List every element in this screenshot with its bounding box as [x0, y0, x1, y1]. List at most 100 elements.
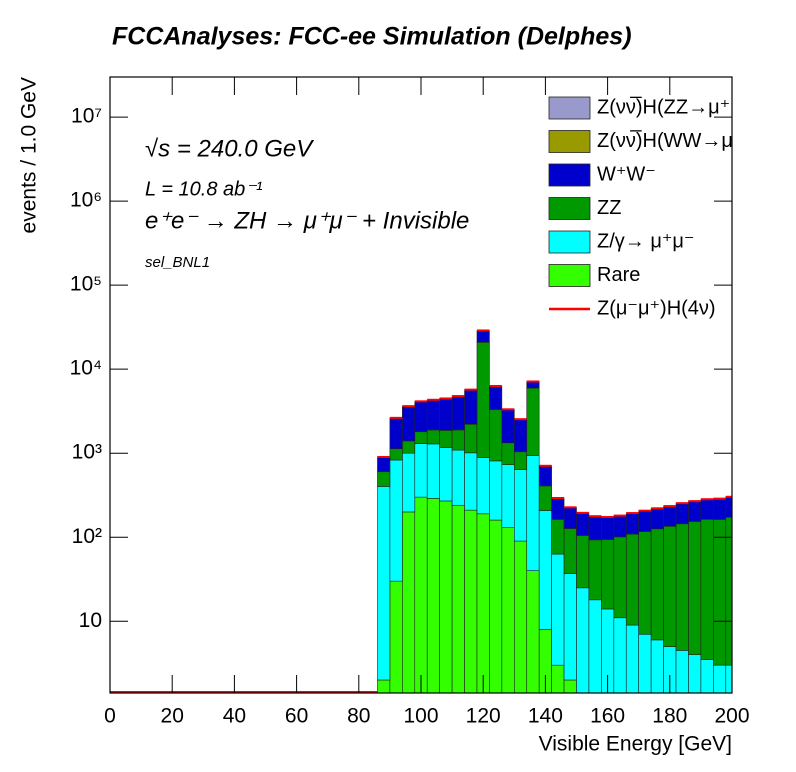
legend-label: Z(νν̅)H(WW→μ⁺νμ⁻ν̅) [597, 129, 792, 152]
legend-label: ZZ [597, 197, 621, 219]
histogram-bar [501, 442, 515, 465]
histogram-bar [625, 533, 640, 626]
histogram-bar [576, 535, 590, 589]
x-tick-label: 80 [347, 705, 370, 728]
histogram-bar [451, 504, 465, 693]
histogram-bar [476, 330, 490, 343]
histogram-bar [501, 527, 515, 693]
histogram-bar [563, 573, 577, 681]
y-tick-label: 10² [72, 525, 102, 548]
histogram-bar [402, 440, 416, 454]
histogram-bar [501, 464, 515, 528]
histogram-bar [526, 570, 540, 693]
histogram-bar [650, 528, 664, 641]
histogram-bar [439, 398, 453, 431]
legend-swatch [548, 264, 591, 287]
histogram-bar [426, 498, 440, 693]
histogram-bar [476, 513, 490, 693]
histogram-bar [613, 617, 627, 693]
histogram-bar [638, 510, 652, 532]
histogram-bar [451, 449, 465, 506]
histogram-bar [576, 512, 590, 536]
histogram-bar [675, 502, 689, 525]
legend-label: W⁺W⁻ [597, 163, 656, 185]
histogram-bar [439, 500, 453, 693]
histogram-bar [476, 341, 490, 458]
annotation: √s = 240.0 GeV [145, 135, 314, 162]
histogram-bar [613, 515, 627, 538]
legend: Z(νν̅)H(ZZ→μ⁺μ⁻νν̅) Z(νν̅)H(WW→μ⁺νμ⁻ν̅) W⁺… [548, 95, 792, 319]
histogram-bar [464, 509, 478, 693]
histogram-bar [526, 387, 540, 456]
histogram-bar [439, 430, 453, 448]
histogram-bar [389, 417, 403, 450]
histogram-bar [414, 443, 428, 498]
y-tick-label: 10⁴ [70, 357, 102, 380]
histogram-bar [675, 523, 689, 651]
histogram-bar [638, 531, 652, 635]
histogram-bar [625, 624, 640, 693]
histogram-bar [451, 429, 465, 451]
x-tick-label: 60 [285, 705, 308, 728]
histogram-bar [700, 518, 714, 660]
histogram-bar [538, 465, 552, 487]
x-tick-label: 0 [104, 705, 116, 728]
legend-label: Z/γ→ μ⁺μ⁻ [597, 230, 695, 252]
histogram-bar [588, 539, 602, 601]
y-tick-label: 10³ [72, 441, 102, 464]
y-axis-label: events / 1.0 GeV [18, 77, 41, 233]
histogram-bar [402, 452, 416, 513]
histogram-bar [563, 528, 577, 574]
histogram-bar [513, 418, 528, 453]
x-tick-label: 40 [223, 705, 246, 728]
histogram-bar [551, 497, 565, 520]
y-tick-label: 10 [79, 609, 102, 632]
histogram-bar [389, 459, 403, 582]
histogram-bar [377, 471, 391, 487]
histogram-bar [725, 516, 732, 666]
histogram-bar [489, 385, 503, 410]
histogram-bar [601, 539, 615, 610]
histogram-bar [513, 451, 528, 470]
histogram-bar [414, 401, 428, 433]
legend-label: Z(μ⁻μ⁺)H(4ν) [597, 297, 716, 319]
histogram-bar [476, 457, 490, 515]
histogram-bar [613, 536, 627, 619]
legend-label: Rare [597, 264, 640, 286]
histogram-bar [713, 498, 727, 520]
histogram-bar [426, 399, 440, 431]
x-tick-label: 20 [161, 705, 184, 728]
histogram-bar [414, 496, 428, 693]
histogram-bar [426, 429, 440, 445]
histogram-bar [663, 525, 677, 647]
histogram-bar [402, 511, 416, 693]
plot-area [110, 329, 732, 693]
histogram-bar [377, 456, 391, 473]
histogram-bar [588, 515, 602, 541]
x-tick-label: 180 [652, 705, 687, 728]
y-tick-label: 10⁶ [70, 189, 102, 212]
histogram-bar [725, 496, 732, 518]
histogram-bar [451, 395, 465, 431]
legend-swatch [548, 163, 591, 187]
histogram-bar [650, 507, 664, 530]
legend-swatch [548, 130, 591, 153]
axes: 0 20 40 60 80 100 120 140 160 180 200 10 10² 10³ 10⁴ 10… [70, 77, 750, 728]
histogram-bar [464, 423, 478, 454]
histogram-bar [526, 381, 540, 389]
histogram-bar [414, 431, 428, 444]
histogram-bar [551, 519, 565, 555]
x-tick-label: 100 [403, 705, 438, 728]
histogram-bar [489, 519, 503, 693]
histogram-bar [601, 516, 615, 540]
histogram-bar [625, 512, 640, 535]
x-axis-label: Visible Energy [GeV] [539, 733, 732, 756]
histogram-bar [538, 510, 552, 630]
histogram-bar [538, 485, 552, 511]
x-tick-label: 120 [466, 705, 501, 728]
histogram-bar [464, 452, 478, 511]
histogram-bar [389, 580, 403, 693]
histogram-bar [389, 448, 403, 461]
histogram-bar [377, 486, 391, 681]
